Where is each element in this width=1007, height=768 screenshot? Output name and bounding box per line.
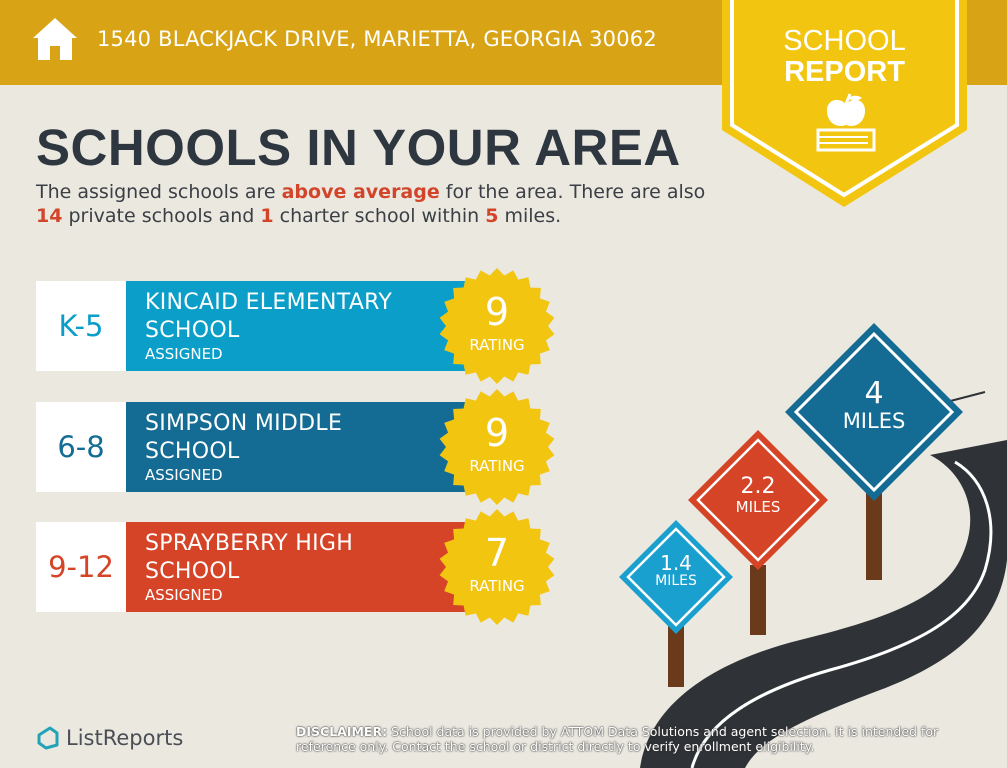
school-name-line2: SCHOOL — [145, 318, 240, 343]
grade-range: 9-12 — [36, 522, 126, 612]
disclaimer-text: School data is provided by ATTOM Data So… — [296, 724, 939, 754]
grade-range: K-5 — [36, 281, 126, 371]
school-row: K-5 KINCAID ELEMENTARY SCHOOL ASSIGNED — [36, 281, 476, 371]
summary-text: The assigned schools are above average f… — [36, 180, 716, 228]
sign-distance-1: 1.4 MILES — [641, 552, 711, 589]
badge-title-line1: SCHOOL — [783, 25, 906, 57]
sign-distance-unit: MILES — [842, 409, 906, 433]
school-status: ASSIGNED — [145, 345, 223, 363]
rating-label: RATING — [469, 457, 525, 475]
badge-title-line2: REPORT — [784, 56, 905, 88]
search-radius: 5 — [485, 205, 499, 227]
rating-seal-icon — [439, 268, 555, 384]
summary-part: private schools and — [62, 205, 261, 227]
grade-range: 6-8 — [36, 402, 126, 492]
rating-seal-icon — [439, 389, 555, 505]
sign-distance-value: 1.4 — [660, 551, 692, 575]
school-name-line2: SCHOOL — [145, 559, 240, 584]
summary-part: The assigned schools are — [36, 181, 282, 203]
summary-part: miles. — [498, 205, 562, 227]
road-illustration — [619, 323, 1007, 768]
rating-label: RATING — [469, 577, 525, 595]
private-school-count: 14 — [36, 205, 63, 227]
school-info: KINCAID ELEMENTARY SCHOOL ASSIGNED — [126, 281, 476, 371]
rating-value: 9 — [484, 290, 510, 334]
school-status: ASSIGNED — [145, 466, 223, 484]
disclaimer-label: DISCLAIMER: — [296, 724, 388, 739]
sign-distance-2: 2.2 MILES — [718, 474, 798, 517]
brand-name: ListReports — [66, 726, 184, 750]
school-name-line1: SIMPSON MIDDLE — [145, 411, 343, 436]
disclaimer: DISCLAIMER: School data is provided by A… — [296, 724, 966, 754]
sign-distance-value: 2.2 — [740, 474, 776, 499]
school-info: SPRAYBERRY HIGH SCHOOL ASSIGNED — [126, 522, 476, 612]
school-info: SIMPSON MIDDLE SCHOOL ASSIGNED — [126, 402, 476, 492]
sign-distance-unit: MILES — [735, 498, 781, 517]
rating-label: RATING — [469, 336, 525, 354]
school-row: 6-8 SIMPSON MIDDLE SCHOOL ASSIGNED — [36, 402, 476, 492]
rating-value: 9 — [484, 411, 510, 455]
sign-distance-value: 4 — [864, 376, 884, 411]
listreports-logo-icon — [37, 726, 59, 750]
school-name-line1: SPRAYBERRY HIGH — [145, 531, 354, 556]
rating-seal-icon — [439, 509, 555, 625]
house-icon — [33, 18, 77, 60]
summary-part: for the area. There are also — [439, 181, 706, 203]
sign-distance-unit: MILES — [655, 573, 697, 589]
rating-value: 7 — [484, 531, 510, 575]
sign-distance-3: 4 MILES — [829, 377, 919, 433]
badge-title: SCHOOL REPORT — [722, 26, 967, 88]
apple-on-book-icon — [816, 93, 876, 152]
charter-school-count: 1 — [260, 205, 274, 227]
school-name-line1: KINCAID ELEMENTARY — [145, 290, 393, 315]
summary-highlight: above average — [281, 181, 440, 203]
summary-part: charter school within — [273, 205, 486, 227]
school-name-line2: SCHOOL — [145, 439, 240, 464]
school-row: 9-12 SPRAYBERRY HIGH SCHOOL ASSIGNED — [36, 522, 476, 612]
property-address: 1540 BLACKJACK DRIVE, MARIETTA, GEORGIA … — [97, 27, 657, 51]
school-status: ASSIGNED — [145, 586, 223, 604]
page-headline: SCHOOLS IN YOUR AREA — [36, 119, 681, 176]
